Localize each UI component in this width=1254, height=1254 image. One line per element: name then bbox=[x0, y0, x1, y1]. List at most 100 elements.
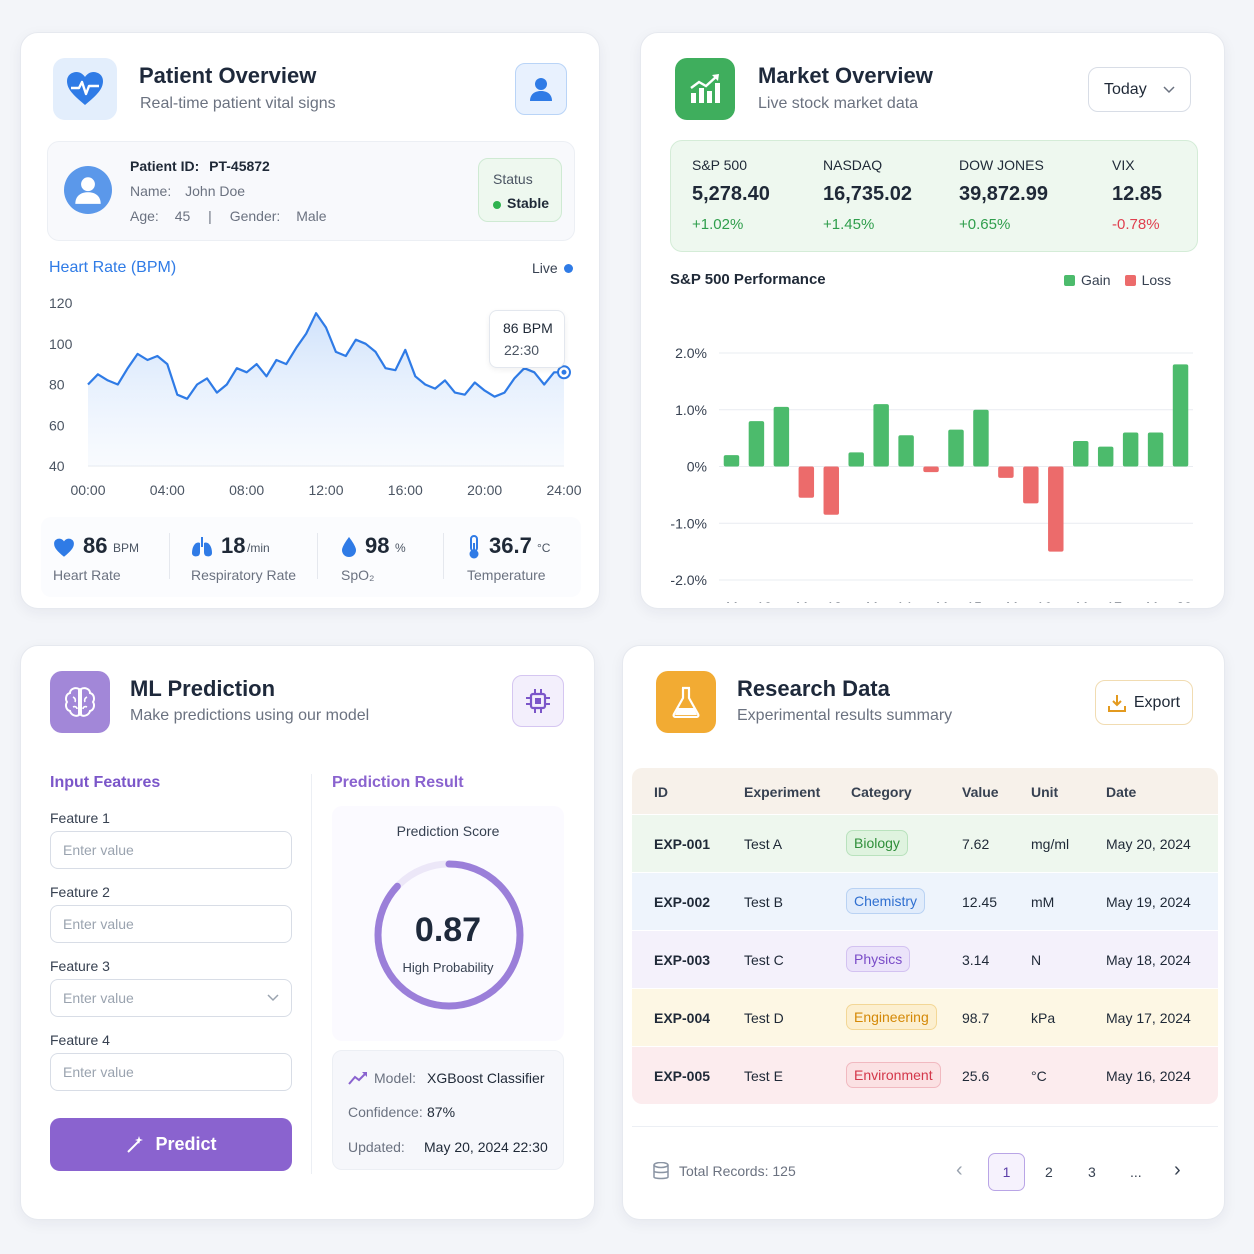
updated-value: May 20, 2024 22:30 bbox=[424, 1139, 548, 1155]
index-name: VIX bbox=[1112, 157, 1135, 173]
category-badge: Physics bbox=[846, 946, 911, 972]
page-button-1[interactable]: 1 bbox=[988, 1153, 1025, 1191]
bar bbox=[1048, 466, 1064, 552]
bar bbox=[948, 429, 964, 467]
feature-3-select[interactable]: Enter value bbox=[50, 979, 292, 1017]
table-row[interactable]: EXP-004 Test D Engineering 98.7 kPa May 17, 2… bbox=[632, 988, 1218, 1046]
vital-divider bbox=[443, 533, 444, 579]
temperature-label: Temperature bbox=[467, 567, 546, 583]
cell-value: 7.62 bbox=[962, 836, 990, 852]
respiratory-rate-value: 18 bbox=[221, 533, 246, 558]
feature-2-input[interactable]: Enter value bbox=[50, 905, 292, 943]
bar bbox=[1122, 432, 1139, 467]
patient-profile-button[interactable] bbox=[515, 63, 567, 115]
bar bbox=[923, 466, 939, 473]
prev-page-icon[interactable]: ‹ bbox=[956, 1159, 963, 1181]
next-page-icon[interactable]: › bbox=[1174, 1159, 1181, 1181]
legend-gain-label: Gain bbox=[1081, 272, 1111, 288]
bar bbox=[1172, 364, 1189, 467]
y-tick-label: -2.0% bbox=[670, 572, 707, 588]
download-icon bbox=[1107, 694, 1126, 712]
index-value: 5,278.40 bbox=[692, 183, 770, 205]
chip-icon bbox=[526, 689, 550, 713]
flask-icon bbox=[656, 671, 716, 733]
y-tick-label: 0% bbox=[687, 459, 707, 475]
page-ellipsis: ... bbox=[1130, 1164, 1142, 1180]
live-label: Live bbox=[532, 260, 558, 276]
prediction-score-value: 0.87 bbox=[414, 911, 482, 949]
cell-date: May 19, 2024 bbox=[1106, 894, 1191, 910]
research-table: ID Experiment Category Value Unit Date E… bbox=[632, 768, 1218, 1104]
export-button[interactable]: Export bbox=[1095, 680, 1193, 725]
heart-rate-value: 86 bbox=[83, 533, 108, 558]
confidence-label: Confidence: bbox=[348, 1104, 423, 1120]
x-tick-label: May 10 bbox=[726, 599, 772, 603]
page-1-label: 1 bbox=[1002, 1164, 1011, 1180]
patient-gender-label: Gender: bbox=[229, 208, 281, 224]
heart-rate-label: Heart Rate bbox=[53, 567, 121, 583]
ml-prediction-card: ML Prediction Make predictions using our… bbox=[20, 645, 595, 1220]
cell-id: EXP-003 bbox=[654, 952, 711, 968]
feature-4-placeholder: Enter value bbox=[63, 1064, 134, 1080]
live-indicator: Live bbox=[532, 260, 573, 276]
page-button-2[interactable]: 2 bbox=[1045, 1164, 1053, 1180]
period-dropdown[interactable]: Today bbox=[1088, 67, 1191, 112]
spo2-unit: % bbox=[395, 541, 406, 555]
index-name: DOW JONES bbox=[959, 157, 1044, 173]
cell-value: 3.14 bbox=[962, 952, 990, 968]
patient-gender-value: Male bbox=[296, 208, 327, 224]
cell-date: May 17, 2024 bbox=[1106, 1010, 1191, 1026]
y-tick-label: 40 bbox=[49, 458, 65, 474]
model-settings-button[interactable] bbox=[512, 675, 564, 727]
index-change: -0.78% bbox=[1112, 216, 1160, 233]
cell-unit: °C bbox=[1031, 1068, 1047, 1084]
table-row[interactable]: EXP-005 Test E Environment 25.6 °C May 16, 20… bbox=[632, 1046, 1218, 1104]
col-header-category: Category bbox=[851, 784, 912, 800]
cell-date: May 20, 2024 bbox=[1106, 836, 1191, 852]
temperature-value: 36.7 bbox=[489, 533, 532, 558]
heart-monitor-icon bbox=[53, 58, 117, 120]
confidence-value: 87% bbox=[427, 1104, 456, 1120]
feature-1-input[interactable]: Enter value bbox=[50, 831, 292, 869]
x-tick-label: 00:00 bbox=[70, 482, 105, 498]
bar bbox=[1073, 440, 1089, 467]
table-row[interactable]: EXP-001 Test A Biology 7.62 mg/ml May 20, 202… bbox=[632, 814, 1218, 872]
lungs-icon bbox=[192, 537, 212, 557]
col-header-value: Value bbox=[962, 784, 999, 800]
respiratory-rate-label: Respiratory Rate bbox=[191, 567, 297, 583]
patient-age-label: Age: bbox=[130, 208, 159, 224]
page-button-3[interactable]: 3 bbox=[1088, 1164, 1096, 1180]
table-row[interactable]: EXP-003 Test C Physics 3.14 N May 18, 2024 bbox=[632, 930, 1218, 988]
legend-gain-swatch bbox=[1064, 274, 1075, 286]
feature-1-placeholder: Enter value bbox=[63, 842, 134, 858]
patient-age-value: 45 bbox=[174, 208, 191, 224]
market-card-title: Market Overview bbox=[758, 63, 933, 88]
live-dot bbox=[563, 263, 573, 273]
chevron-down-icon bbox=[1163, 85, 1175, 93]
feature-4-input[interactable]: Enter value bbox=[50, 1053, 292, 1091]
index-change: +0.65% bbox=[959, 216, 1011, 233]
cell-unit: kPa bbox=[1031, 1010, 1056, 1026]
tooltip-value: 86 BPM bbox=[503, 320, 553, 336]
input-features-panel: Feature 1 Enter value Feature 2 Enter va… bbox=[50, 804, 292, 1174]
index-name: NASDAQ bbox=[823, 157, 883, 173]
col-header-id: ID bbox=[654, 784, 668, 800]
x-tick-label: May 17 bbox=[1076, 599, 1122, 603]
x-tick-label: 04:00 bbox=[150, 482, 185, 498]
magic-wand-icon bbox=[127, 1135, 144, 1153]
predict-button[interactable]: Predict bbox=[50, 1118, 292, 1171]
heart-rate-chart-title: Heart Rate (BPM) bbox=[49, 259, 177, 276]
research-card-title: Research Data bbox=[737, 676, 890, 701]
drop-icon bbox=[342, 537, 356, 557]
table-row[interactable]: EXP-002 Test B Chemistry 12.45 mM May 19, 202… bbox=[632, 872, 1218, 930]
chevron-down-icon bbox=[267, 994, 279, 1002]
cell-unit: N bbox=[1031, 952, 1042, 968]
prediction-result-heading: Prediction Result bbox=[332, 774, 464, 791]
index-change: +1.45% bbox=[823, 216, 875, 233]
vital-divider bbox=[317, 533, 318, 579]
ml-card-subtitle: Make predictions using our model bbox=[130, 707, 370, 724]
col-header-experiment: Experiment bbox=[744, 784, 821, 800]
table-body: EXP-001 Test A Biology 7.62 mg/ml May 20, 202… bbox=[632, 814, 1218, 1104]
x-tick-label: May 20 bbox=[1146, 599, 1192, 603]
database-icon bbox=[653, 1162, 669, 1180]
